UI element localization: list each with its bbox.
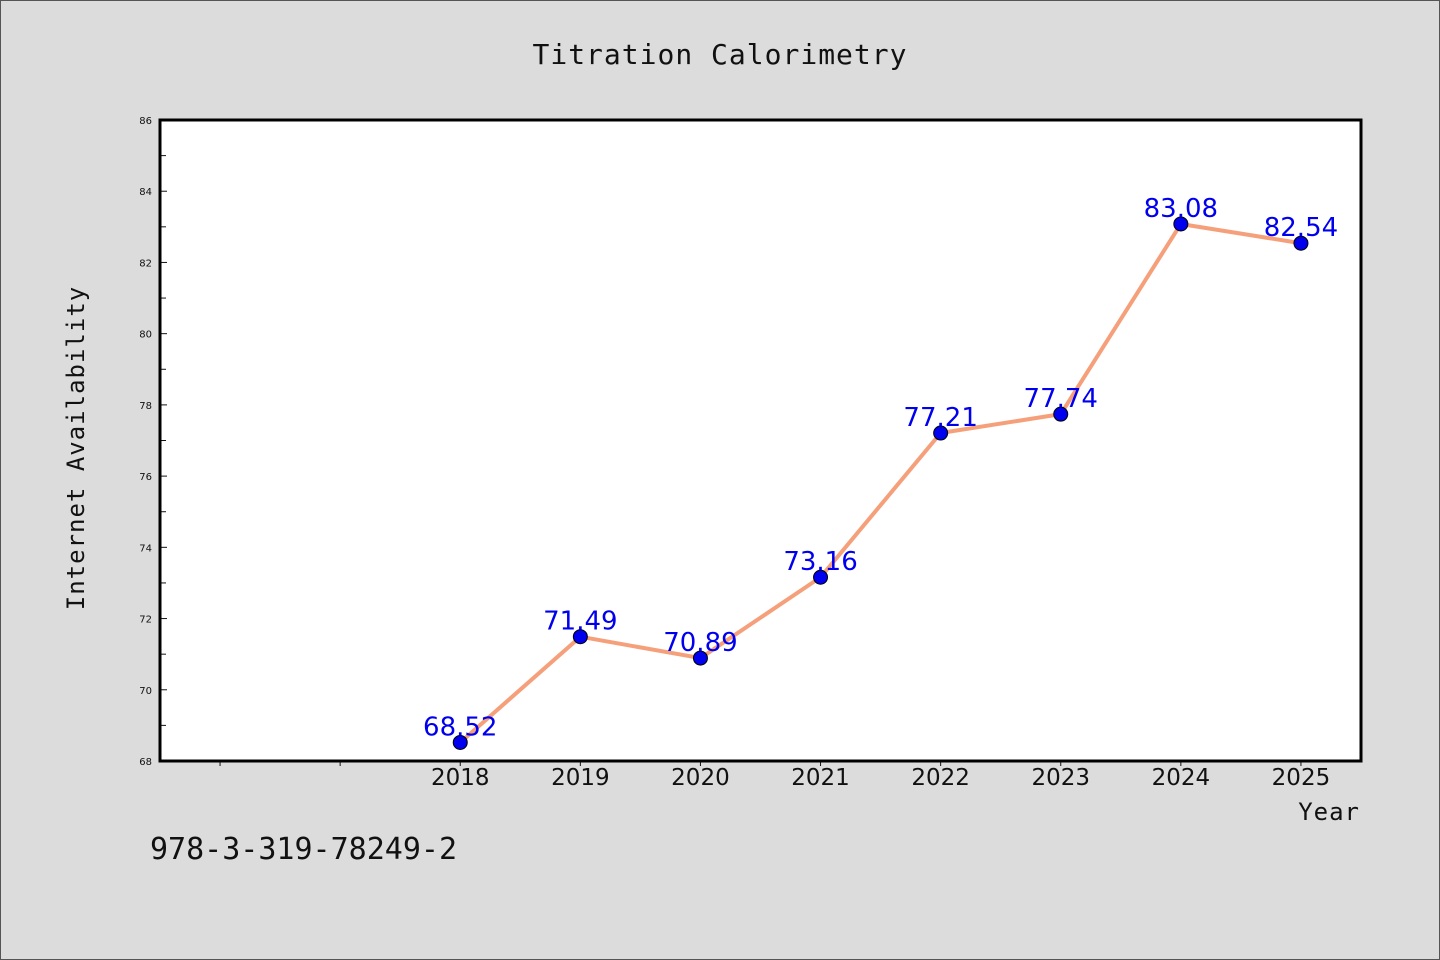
x-tick-label: 2024: [1152, 765, 1211, 791]
x-tick-label: 2019: [551, 765, 610, 791]
data-point: [813, 569, 829, 585]
data-label: 73.16: [783, 547, 857, 577]
plot-background: [160, 120, 1361, 761]
x-tick-label: 2021: [791, 765, 850, 791]
data-label: 77.21: [903, 403, 977, 433]
y-tick-label: 74: [139, 543, 152, 554]
data-label: 70.89: [663, 628, 737, 658]
x-tick-label: 2025: [1272, 765, 1331, 791]
y-tick-label: 72: [139, 615, 152, 626]
x-axis-label: Year: [1298, 798, 1360, 826]
x-tick-label: 2018: [431, 765, 490, 791]
data-point: [1293, 235, 1309, 251]
y-tick-label: 86: [139, 116, 152, 127]
data-label: 68.52: [423, 712, 497, 742]
data-label: 83.08: [1144, 194, 1218, 224]
y-tick-label: 80: [139, 330, 152, 341]
data-label: 82.54: [1264, 213, 1338, 243]
chart-title: Titration Calorimetry: [532, 38, 907, 71]
y-tick-label: 70: [139, 686, 152, 697]
data-point: [572, 629, 588, 645]
x-tick-label: 2022: [911, 765, 970, 791]
x-tick-label: 2023: [1031, 765, 1090, 791]
y-tick-label: 82: [139, 258, 152, 269]
data-point: [933, 425, 949, 441]
y-tick-label: 78: [139, 401, 152, 412]
isbn-footer: 978-3-319-78249-2: [150, 832, 458, 867]
y-tick-label: 84: [139, 187, 152, 198]
data-label: 71.49: [543, 607, 617, 637]
data-point: [452, 734, 468, 750]
series-line: [458, 221, 1303, 745]
plot-area: 68 70 72 74 76 78 80 82 84 86 2018 2019 2020 2021 2022…: [139, 116, 1363, 791]
y-tick-label: 76: [139, 472, 152, 483]
x-tick-label: 2020: [671, 765, 730, 791]
y-axis-label: Internet Availability: [62, 286, 90, 610]
data-label: 77.74: [1024, 384, 1098, 414]
data-point: [1173, 216, 1189, 232]
y-tick-label: 68: [139, 757, 152, 768]
data-point: [1053, 406, 1069, 422]
plot-border: [158, 118, 1363, 763]
data-point: [692, 650, 708, 666]
